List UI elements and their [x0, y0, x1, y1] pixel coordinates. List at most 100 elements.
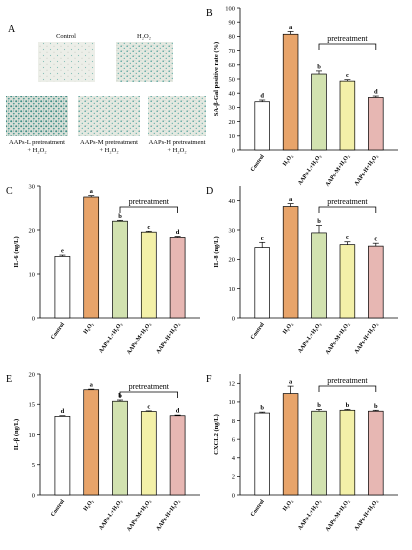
chart-panel-c: C 0 10 20 30 IL-6 (ng/L) e Control a H₂O₂ b AAPs-L+… — [6, 183, 200, 356]
micrograph-image — [38, 42, 95, 82]
category-label: H₂O₂ — [83, 498, 95, 512]
y-tick-label: 20 — [29, 227, 36, 234]
micrograph-1: Control — [38, 33, 95, 82]
bar — [339, 244, 356, 319]
y-tick-label: 70 — [229, 48, 236, 55]
y-tick-label: 40 — [229, 91, 236, 98]
significance-letter: a — [289, 24, 293, 31]
significance-letter: c — [147, 403, 150, 410]
bar — [112, 400, 128, 496]
significance-letter: c — [261, 235, 264, 242]
micrograph-2: H₂O₂ — [116, 33, 173, 82]
category-label: AAPs-M+H₂O₂ — [325, 153, 351, 187]
y-tick-label: 50 — [229, 76, 236, 83]
bracket-label: pretreatment — [327, 34, 368, 43]
y-tick-label: 40 — [229, 198, 236, 205]
bracket-label: pretreatment — [327, 376, 368, 385]
micrograph-label: Control — [56, 33, 76, 40]
significance-letter: e — [61, 248, 64, 255]
significance-letter: c — [374, 236, 377, 243]
bar — [54, 416, 71, 496]
category-label: AAPs-L+H₂O₂ — [297, 153, 323, 186]
significance-letter: c — [346, 234, 349, 241]
bar — [254, 247, 270, 319]
micrograph-4: AAPs-M pretreatment+ H₂O₂ — [78, 96, 140, 154]
category-label: AAPs-L+H₂O₂ — [297, 321, 323, 354]
panel-letter: E — [6, 374, 12, 385]
pretreatment-bracket — [318, 385, 377, 392]
y-tick-label: 2 — [232, 474, 235, 481]
y-tick-label: 30 — [29, 183, 36, 190]
y-tick-label: 30 — [229, 227, 236, 234]
bar — [282, 393, 299, 496]
bar — [368, 97, 384, 151]
category-label: AAPs-M+H₂O₂ — [325, 321, 351, 355]
category-label: AAPs-L+H₂O₂ — [98, 498, 124, 531]
category-label: AAPs-M+H₂O₂ — [325, 498, 351, 532]
y-tick-label: 12 — [229, 381, 236, 388]
pretreatment-bracket — [318, 206, 377, 213]
category-label: Control — [50, 321, 66, 341]
significance-letter: b — [317, 63, 321, 70]
category-label: AAPs-M+H₂O₂ — [126, 321, 152, 355]
micrograph-label: H₂O₂ — [137, 33, 151, 40]
bar — [311, 410, 327, 496]
pretreatment-bracket — [119, 391, 178, 398]
y-axis-label: IL-β (ng/L) — [13, 419, 20, 450]
micrograph-label-2: + H₂O₂ — [99, 147, 118, 154]
panel-letter: B — [206, 8, 213, 19]
y-axis-label: SA-β-Gal positive rate (%) — [213, 42, 220, 116]
bar — [54, 256, 71, 319]
bar — [311, 232, 327, 319]
category-label: AAPs-H+H₂O₂ — [354, 321, 380, 354]
category-label: H₂O₂ — [282, 498, 294, 512]
category-label: H₂O₂ — [282, 321, 294, 335]
micrograph-image — [78, 96, 140, 136]
y-axis-label: CXCL2 (ng/L) — [213, 414, 220, 455]
significance-letter: c — [346, 72, 349, 79]
pretreatment-bracket — [318, 43, 377, 50]
bar — [254, 412, 270, 496]
category-label: AAPs-H+H₂O₂ — [155, 321, 181, 354]
y-tick-label: 0 — [232, 147, 235, 154]
y-tick-label: 15 — [29, 402, 36, 409]
micrograph-image — [6, 96, 68, 136]
significance-letter: d — [176, 408, 180, 415]
significance-letter: b — [374, 403, 378, 410]
bracket-label: pretreatment — [327, 197, 368, 206]
panel-letter: C — [6, 186, 13, 197]
significance-letter: a — [289, 196, 293, 203]
bar — [140, 411, 157, 496]
y-axis-label: IL-8 (ng/L) — [213, 236, 220, 267]
significance-letter: d — [260, 93, 264, 100]
panel-letter-a: A — [8, 24, 16, 35]
y-tick-label: 0 — [232, 315, 235, 322]
chart-panel-b: B 0 10 20 30 40 50 60 70 80 90 100 SA-β-Gal positive… — [206, 5, 398, 188]
y-tick-label: 0 — [232, 492, 235, 499]
significance-letter: b — [317, 218, 321, 225]
y-tick-label: 6 — [232, 436, 236, 443]
y-tick-label: 10 — [229, 399, 236, 406]
micrograph-label: AAPs-H pretreatment — [149, 139, 206, 146]
significance-letter: c — [147, 224, 150, 231]
micrograph-label: AAPs-L pretreatment — [9, 139, 65, 146]
significance-letter: d — [61, 408, 65, 415]
significance-letter: d — [176, 229, 180, 236]
bar — [254, 101, 270, 151]
bar — [368, 410, 384, 496]
micrograph-label-2: + H₂O₂ — [27, 147, 46, 154]
category-label: H₂O₂ — [83, 321, 95, 335]
significance-letter: a — [90, 188, 94, 195]
y-tick-label: 10 — [29, 432, 36, 439]
y-tick-label: 20 — [229, 119, 236, 126]
category-label: Control — [50, 498, 66, 518]
micrograph-image — [148, 96, 206, 136]
y-tick-label: 10 — [29, 271, 36, 278]
y-tick-label: 20 — [29, 371, 36, 378]
bar — [282, 206, 299, 319]
micrograph-5: AAPs-H pretreatment+ H₂O₂ — [148, 96, 206, 154]
category-label: AAPs-H+H₂O₂ — [354, 153, 380, 186]
